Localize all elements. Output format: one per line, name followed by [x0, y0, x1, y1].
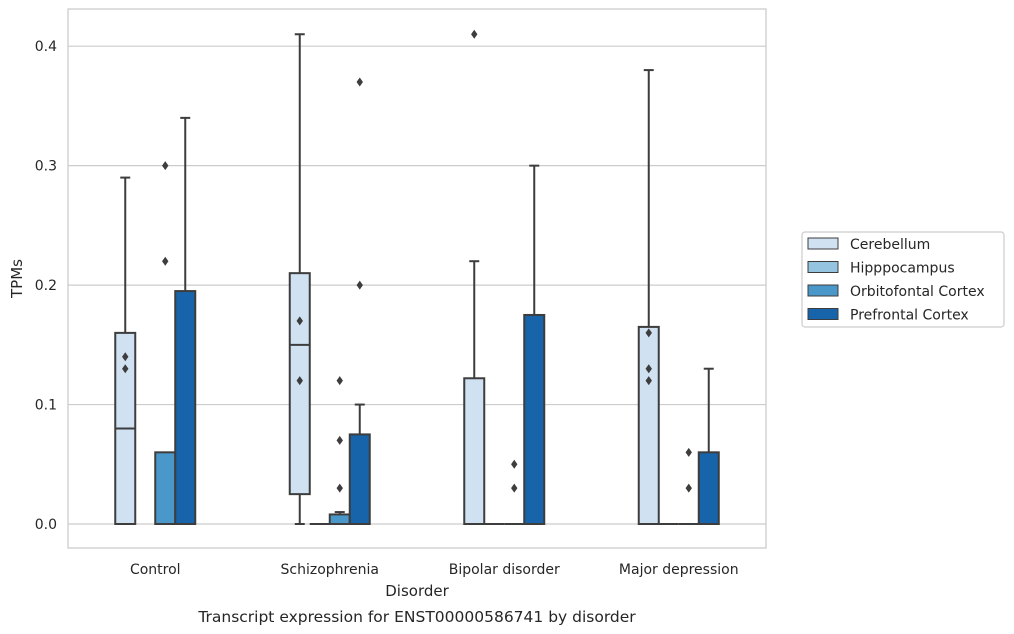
outlier-point [336, 435, 343, 445]
box-orbitofontal-cortex [154, 161, 177, 525]
legend-swatch [807, 284, 839, 297]
legend: Cerebellum Hipppocampus Orbitofontal Corte… [801, 231, 1005, 328]
box-body [637, 325, 660, 525]
y-axis-label: TPMs [8, 259, 26, 299]
box-cerebellum [637, 69, 660, 525]
chart-caption: Transcript expression for ENST0000058674… [197, 608, 636, 626]
box-body [348, 433, 371, 526]
x-tick-label: Control [130, 562, 181, 578]
outlier-point [122, 364, 129, 374]
legend-swatch [807, 308, 839, 320]
legend-label: Orbitofontal Cortex [850, 284, 985, 300]
box-orbitofontal-cortex [504, 459, 525, 525]
x-axis-ticks: Control Schizophrenia Bipolar disorder Majo… [130, 562, 739, 578]
x-tick-label: Bipolar disorder [449, 562, 560, 578]
box-cerebellum [114, 176, 137, 525]
boxes [114, 29, 720, 526]
box-cerebellum [463, 29, 486, 525]
legend-label: Cerebellum [850, 237, 930, 253]
y-tick-label: 0.2 [35, 278, 57, 294]
outlier-point [162, 161, 169, 171]
outlier-point [356, 77, 363, 87]
outlier-point [296, 376, 303, 386]
outlier-point [511, 459, 518, 469]
legend-label: Prefrontal Cortex [850, 308, 969, 324]
outlier-point [645, 376, 652, 386]
outlier-point [645, 364, 652, 374]
outlier-point [336, 483, 343, 493]
box-cerebellum [288, 33, 311, 525]
box-body [174, 290, 197, 526]
legend-swatch [807, 237, 839, 250]
box-prefrontal-cortex [523, 164, 546, 525]
legend-label: Hipppocampus [850, 261, 955, 277]
box-orbitofontal-cortex [678, 447, 699, 525]
y-tick-label: 0.3 [35, 159, 57, 175]
x-tick-label: Major depression [619, 562, 739, 578]
outlier-point [511, 483, 518, 493]
legend-swatch [807, 261, 839, 273]
outlier-point [685, 483, 692, 493]
y-tick-label: 0.4 [35, 39, 57, 55]
y-tick-label: 0.1 [35, 398, 57, 414]
x-axis-label: Disorder [385, 582, 449, 600]
outlier-point [336, 376, 343, 386]
box-prefrontal-cortex [174, 116, 197, 526]
outlier-point [296, 316, 303, 326]
box-body [523, 313, 546, 525]
box-body [463, 377, 486, 525]
outlier-point [122, 352, 129, 362]
outlier-point [356, 280, 363, 290]
box-prefrontal-cortex [697, 367, 720, 525]
box-body [697, 451, 720, 525]
outlier-point [471, 29, 478, 39]
box-body [328, 513, 351, 525]
y-axis-ticks: 0.0 0.1 0.2 0.3 0.4 [35, 39, 57, 533]
box-prefrontal-cortex [348, 77, 371, 526]
outlier-point [645, 328, 652, 338]
plot-area [67, 8, 767, 549]
x-tick-label: Schizophrenia [281, 562, 379, 578]
outlier-point [162, 256, 169, 266]
box-body [154, 451, 177, 525]
y-tick-label: 0.0 [35, 517, 57, 533]
legend-frame [801, 231, 1005, 328]
outlier-point [685, 447, 692, 457]
box-orbitofontal-cortex [328, 376, 351, 525]
